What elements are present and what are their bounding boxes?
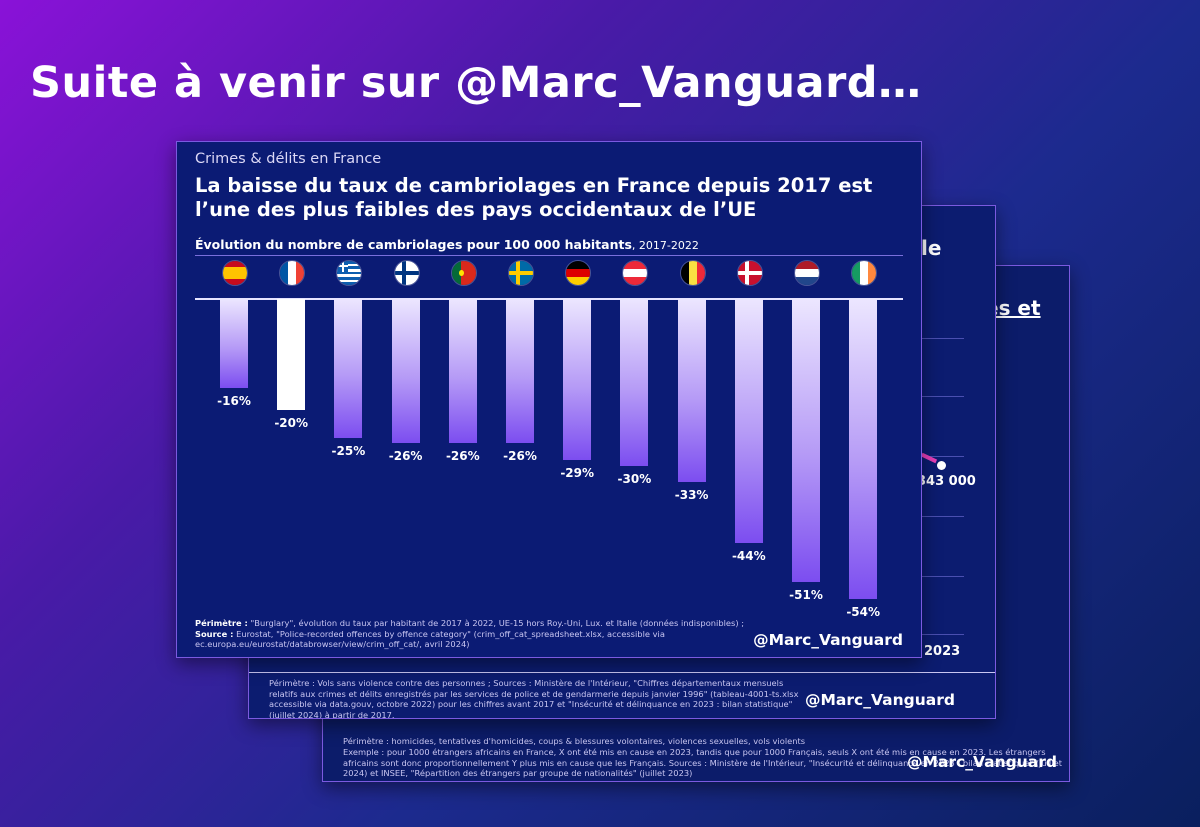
back-card-2-footnote: Périmètre : Vols sans violence contre de…: [269, 678, 799, 719]
flag-band: [852, 261, 861, 285]
back-card-3-footnote-2: Exemple : pour 1000 étrangers africains …: [343, 747, 1062, 778]
flag-band: [451, 261, 462, 285]
watermark: @Marc_Vanguard: [753, 631, 903, 649]
flag-cross: [509, 271, 533, 275]
bar-value-label: -20%: [274, 416, 309, 430]
headline: Suite à venir sur @Marc_Vanguard…: [30, 58, 922, 108]
bar: [334, 299, 363, 438]
flag-band: [337, 271, 362, 275]
flag-greece-icon: [336, 260, 363, 286]
chart-subtitle-main: Évolution du nombre de cambriolages pour…: [195, 237, 632, 252]
flag-band: [795, 261, 819, 270]
flag-band: [566, 277, 591, 285]
bar-value-label: -26%: [388, 449, 423, 464]
divider: [249, 672, 995, 673]
flag-finland-icon: [393, 260, 420, 286]
flag-band: [566, 261, 591, 270]
bar-value-label: -26%: [445, 449, 480, 464]
flag-ireland-icon: [851, 260, 878, 286]
flag-band: [688, 261, 697, 285]
bar: [620, 299, 649, 466]
flag-band: [566, 269, 591, 277]
flag-band: [337, 277, 362, 280]
line-series-segment: [920, 452, 938, 464]
flag-band: [696, 261, 705, 285]
flag-emblem: [458, 270, 464, 276]
flag-band: [337, 266, 362, 269]
bar: [506, 299, 534, 444]
back-card-3-footnote-1: Périmètre : homicides, tentatives d'homi…: [343, 736, 806, 746]
bar: [277, 299, 306, 410]
bar-value-label: -51%: [789, 588, 823, 603]
bar-value-label: -29%: [560, 465, 595, 480]
flag-band: [680, 261, 689, 285]
footnote-perimetre-label: Périmètre :: [195, 618, 248, 628]
flag-band: [623, 277, 648, 285]
flag-france-icon: [279, 260, 306, 286]
chart-title: La baisse du taux de cambriolages en Fra…: [195, 174, 873, 221]
flag-band: [337, 282, 362, 285]
bar: [792, 299, 820, 583]
flag-sweden-icon: [508, 260, 534, 286]
flag-band: [868, 261, 877, 285]
footnote-source-label: Source :: [195, 628, 234, 639]
chart-subtitle: Évolution du nombre de cambriolages pour…: [195, 237, 699, 252]
bar: [220, 299, 248, 388]
flag-band: [860, 261, 869, 285]
flag-band: [337, 274, 362, 277]
flag-band: [461, 261, 476, 285]
back-card-3-watermark: @Marc_Vanguard: [907, 753, 1057, 771]
zero-axis-line: [195, 298, 903, 300]
back-card-2-value-label: 343 000: [917, 474, 976, 489]
bar-value-label: -16%: [217, 393, 251, 408]
subtitle-underline: [195, 255, 903, 256]
bar: [563, 299, 592, 460]
flag-band: [623, 269, 648, 277]
flag-band: [223, 261, 247, 267]
flag-austria-icon: [622, 260, 649, 286]
flag-netherlands-icon: [794, 260, 820, 286]
back-card-2-watermark: @Marc_Vanguard: [805, 691, 955, 709]
bar: [849, 299, 878, 599]
flag-denmark-icon: [736, 260, 763, 286]
flag-band: [337, 263, 362, 267]
bar: [734, 299, 763, 544]
bar-value-label: -44%: [731, 549, 766, 564]
flag-band: [280, 261, 289, 285]
bar-value-label: -25%: [331, 443, 366, 458]
bar-value-label: -54%: [846, 604, 881, 619]
flag-belgium-icon: [679, 260, 706, 286]
footnote-perimetre: "Burglary", évolution du taux par habita…: [247, 618, 745, 628]
back-card-2-title-fragment: le: [921, 236, 942, 260]
bar-value-label: -26%: [503, 449, 537, 464]
bar: [448, 299, 477, 444]
bar-value-label: -33%: [674, 488, 709, 503]
flag-band: [795, 277, 819, 285]
flag-cross: [737, 271, 762, 275]
flag-spain-icon: [222, 260, 248, 286]
flag-band: [337, 269, 362, 272]
footnote-source: Eurostat, "Police-recorded offences by o…: [195, 628, 665, 650]
bar: [391, 299, 420, 444]
breadcrumb: Crimes & délits en France: [195, 151, 382, 167]
back-card-2-axis-label: 2023: [924, 644, 961, 659]
chart-footnote: Périmètre : "Burglary", évolution du tau…: [195, 618, 755, 650]
flag-band: [337, 261, 362, 264]
flag-portugal-icon: [450, 260, 477, 286]
line-end-dot: [937, 461, 946, 470]
bar-value-label: -30%: [617, 471, 652, 486]
flag-cross: [337, 265, 349, 268]
flag-band: [223, 267, 247, 279]
flag-germany-icon: [565, 260, 592, 286]
flag-band: [795, 269, 819, 277]
chart-subtitle-period: , 2017-2022: [631, 239, 699, 252]
front-card: Crimes & délits en France La baisse du t…: [176, 141, 922, 658]
flag-cross: [394, 271, 419, 275]
flag-band: [288, 261, 297, 285]
flag-band: [337, 279, 362, 283]
flag-band: [296, 261, 305, 285]
flag-band: [623, 261, 648, 270]
flag-band: [223, 279, 247, 285]
bar: [677, 299, 706, 483]
